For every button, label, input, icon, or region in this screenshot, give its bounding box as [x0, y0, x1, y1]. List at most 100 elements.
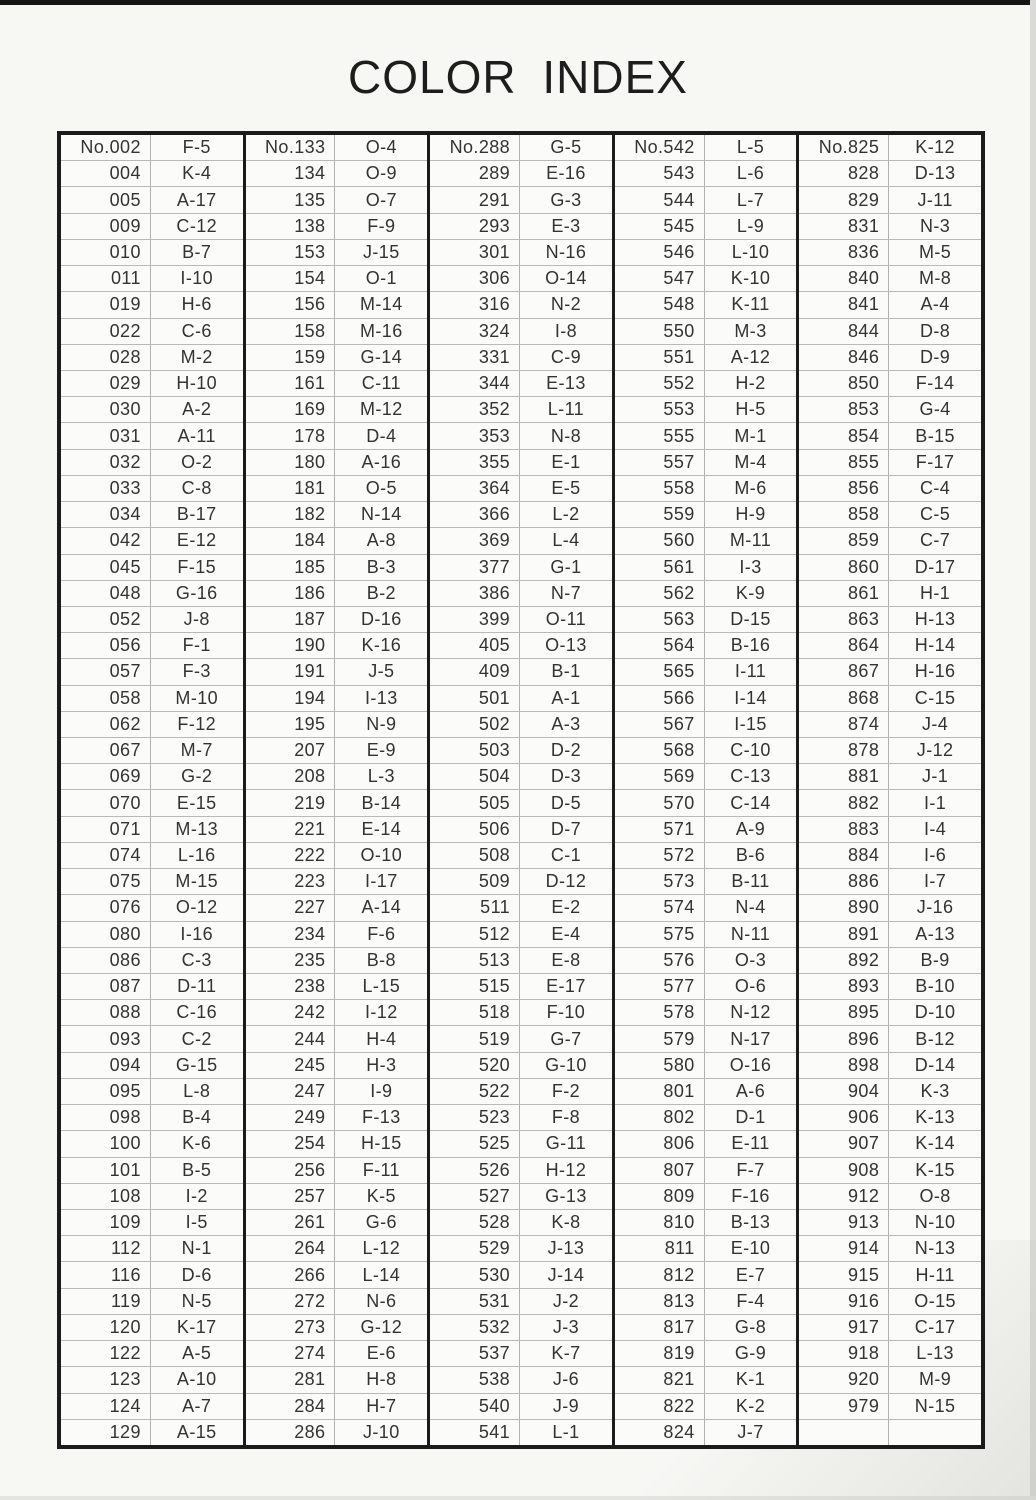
color-number-cell: 906	[799, 1105, 890, 1131]
location-code-cell: H-2	[735, 373, 766, 394]
table-row: 095 L-8	[61, 1077, 243, 1105]
table-row: 067 M-7	[61, 737, 243, 764]
table-row: 011 I-10	[61, 265, 243, 292]
color-number-cell: 824	[615, 1419, 705, 1445]
color-number-cell: No.288	[430, 135, 521, 161]
table-row: 801 A-6	[614, 1077, 797, 1105]
location-code-cell: F-14	[915, 373, 955, 394]
color-number-cell: 254	[246, 1131, 336, 1157]
table-row: 850 F-14	[799, 369, 981, 397]
location-code-cell: L-3	[367, 766, 395, 787]
table-row: 546 L-10	[614, 238, 797, 266]
location-code-cell: E-7	[735, 1264, 766, 1285]
table-row: 819 G-9	[614, 1340, 797, 1367]
table-row: 184 A-8	[245, 527, 428, 554]
table-row: 893 B-10	[799, 973, 981, 1000]
table-row: 529 J-13	[430, 1235, 612, 1262]
table-row: 244 H-4	[245, 1025, 428, 1052]
location-code-cell: B-4	[182, 1107, 212, 1128]
table-row: 293 E-3	[430, 212, 612, 239]
location-code-cell: H-7	[366, 1395, 397, 1416]
color-number-cell: 801	[615, 1078, 705, 1105]
color-number-cell: 156	[246, 292, 336, 318]
table-row: 907 K-14	[799, 1130, 981, 1157]
location-code-cell: L-7	[736, 189, 765, 210]
color-number-cell: 227	[246, 895, 336, 921]
location-code-cell: C-11	[361, 373, 401, 394]
color-number-cell: 811	[615, 1236, 705, 1262]
location-code-cell: O-15	[914, 1290, 956, 1311]
color-number-cell: 075	[61, 869, 151, 895]
color-number-cell: 264	[246, 1236, 336, 1262]
table-row: 088 C-16	[61, 999, 243, 1026]
table-row: 195 N-9	[245, 710, 428, 738]
table-row: 531 J-2	[430, 1287, 612, 1314]
table-row: 399 O-11	[430, 605, 612, 633]
table-row: 377 G-1	[430, 553, 612, 580]
table-row: 261 G-6	[245, 1208, 428, 1236]
table-row: 528 K-8	[430, 1208, 612, 1236]
table-row: 854 B-15	[799, 422, 981, 449]
table-row: 553 H-5	[614, 396, 797, 423]
location-code-cell: K-12	[915, 137, 955, 158]
color-number-cell: 551	[615, 344, 705, 370]
table-row: 868 C-15	[799, 684, 981, 711]
color-number-cell: 570	[615, 790, 705, 816]
location-code-cell: K-10	[730, 268, 771, 289]
location-code-cell: I-3	[739, 556, 762, 577]
table-row: 052 J-8	[61, 605, 243, 633]
color-number-cell: 574	[615, 895, 705, 921]
color-number-cell: 306	[430, 266, 521, 292]
location-code-cell: L-11	[547, 399, 585, 420]
color-number-cell: 098	[61, 1105, 151, 1131]
location-code-cell: D-14	[914, 1054, 956, 1075]
color-number-cell: 558	[615, 475, 705, 502]
location-code-cell: I-1	[924, 792, 947, 813]
table-row: 156 M-14	[245, 291, 428, 318]
color-number-cell: 883	[799, 816, 890, 842]
color-number-cell: 907	[799, 1131, 890, 1157]
location-code-cell: J-10	[363, 1421, 400, 1442]
table-row: 108 I-2	[61, 1182, 243, 1209]
location-code-cell: K-7	[551, 1343, 581, 1364]
location-code-cell: B-1	[551, 661, 581, 682]
location-code-cell: N-7	[550, 582, 582, 603]
location-code-cell: J-15	[363, 241, 400, 262]
color-number-cell: 289	[430, 161, 521, 187]
location-code-cell: H-15	[361, 1133, 402, 1154]
table-row	[799, 1418, 981, 1445]
location-code-cell: O-16	[729, 1054, 772, 1075]
location-code-cell: B-5	[182, 1159, 212, 1180]
location-code-cell: J-13	[547, 1238, 585, 1259]
color-number-cell: 559	[615, 502, 705, 528]
location-code-cell: K-11	[731, 294, 770, 315]
location-code-cell: M-4	[734, 451, 767, 472]
table-row: 124 A-7	[61, 1392, 243, 1419]
location-code-cell: I-7	[924, 871, 947, 892]
table-row: 563 D-15	[614, 605, 797, 633]
table-row: 122 A-5	[61, 1340, 243, 1367]
location-code-cell: I-16	[180, 923, 214, 944]
color-number-cell: 912	[799, 1183, 890, 1209]
table-row: 086 C-3	[61, 946, 243, 973]
location-code-cell: F-7	[736, 1159, 765, 1180]
color-number-cell: 867	[799, 659, 890, 685]
table-row: 863 H-13	[799, 605, 981, 633]
location-code-cell: I-5	[185, 1212, 208, 1233]
location-code-cell: J-11	[917, 189, 953, 210]
location-code-cell: C-12	[176, 215, 218, 236]
color-number-cell: 067	[61, 738, 151, 764]
table-row: 896 B-12	[799, 1025, 981, 1052]
table-row: 575 N-11	[614, 920, 797, 947]
location-code-cell: O-7	[365, 189, 397, 210]
table-row: 526 H-12	[430, 1156, 612, 1183]
table-row: 860 D-17	[799, 553, 981, 580]
location-code-cell: G-14	[360, 346, 403, 367]
location-code-cell: E-15	[176, 792, 217, 813]
color-number-cell: 032	[61, 449, 151, 475]
table-row: 062 F-12	[61, 710, 243, 738]
color-number-cell: 509	[430, 869, 521, 895]
color-number-cell: 029	[61, 370, 151, 397]
table-row: 286 J-10	[245, 1418, 428, 1445]
location-code-cell: O-3	[734, 949, 767, 970]
